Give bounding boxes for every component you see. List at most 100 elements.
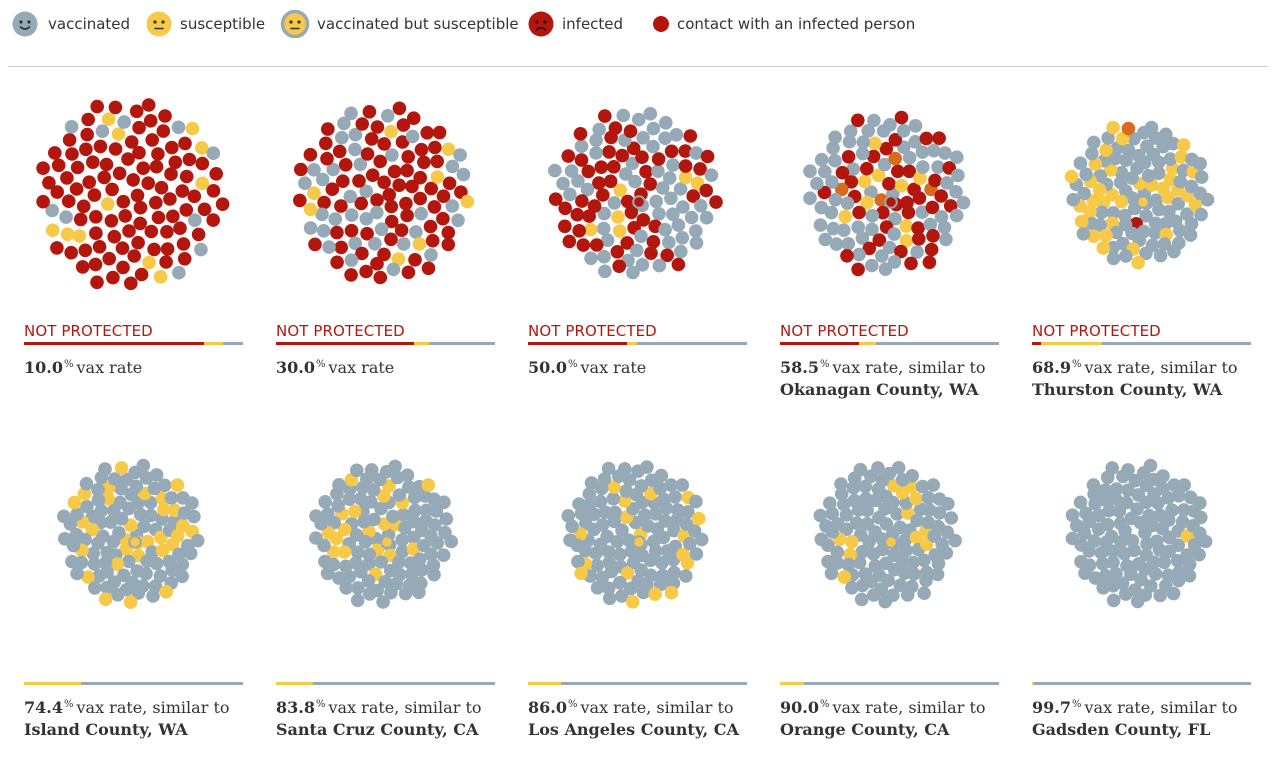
dot-vaccinated [427,567,441,582]
dot-vaccinated [1113,516,1128,531]
dot-susceptible [303,202,318,217]
dot-susceptible [159,585,174,599]
dot-susceptible [584,222,598,237]
dot-vaccinated [1106,251,1121,266]
dot-vaccinated [354,564,368,579]
dot-infected [344,268,358,282]
dot-vaccinated-susceptible [632,195,646,209]
dot-vaccinated [673,182,688,196]
dot-infected [395,135,410,149]
legend-label: vaccinated [48,15,131,33]
infected-face-icon [528,11,554,37]
dot-vaccinated [1153,588,1167,603]
vax-rate-value: 50.0 [528,358,567,377]
dot-infected [417,155,431,170]
dot-vaccinated [165,563,179,577]
dot-vaccinated [813,508,828,523]
dot-vaccinated [624,544,639,559]
dot-susceptible [45,223,60,238]
dot-vaccinated [598,264,612,279]
dot-vaccinated [841,237,856,251]
dot-vaccinated [1157,237,1172,251]
dot-susceptible [1092,183,1107,197]
dot-infected [359,264,373,279]
bar-segment-infected [276,342,414,345]
dot-infected [425,233,440,248]
dot-infected [405,179,419,194]
dot-vaccinated [1140,139,1154,154]
dot-susceptible [170,478,185,492]
dot-infected [370,256,384,271]
dot-vaccinated [841,557,856,572]
dot-infected [130,188,145,203]
dot-infected [587,199,602,213]
dot-vaccinated [613,547,627,562]
dot-vaccinated [829,237,844,251]
dot-infected [294,162,308,177]
dot-vaccinated [100,545,114,560]
dot-vaccinated [628,174,642,189]
dot-infected [441,237,456,252]
dot-susceptible [680,556,695,570]
dot-infected [924,242,939,257]
dot-susceptible [909,491,923,506]
dot-vaccinated [353,491,368,506]
dot-infected [108,100,123,115]
dot-infected [168,155,183,170]
dot-vaccinated [318,495,332,509]
dot-vaccinated [413,552,427,566]
dot-vaccinated [916,160,930,174]
dot-vaccinated [164,491,179,505]
dot-vaccinated [825,175,839,189]
dot-infected [321,122,335,136]
dot-vaccinated [574,139,589,153]
dot-vaccinated [187,509,201,524]
dot-infected [149,159,164,174]
vaccinated-face-icon [12,11,38,37]
dot-susceptible [195,141,209,155]
dot-vaccinated [828,130,842,145]
dot-susceptible [611,210,625,224]
similar-county: Island County, WA [24,720,188,739]
dot-vaccinated [1142,508,1156,523]
dot-infected [651,152,666,166]
dot-infected [840,249,854,263]
dot-vaccinated [675,231,690,245]
dot-vaccinated [1138,562,1152,576]
dot-vaccinated [905,469,919,483]
dot-vaccinated [810,176,824,191]
dot-infected [156,124,171,138]
vax-panel-30-0: NOT PROTECTED 30.0% vax rate [276,78,496,408]
dot-vaccinated [1087,135,1101,150]
dot-vaccinated [608,505,622,520]
dot-vaccinated [357,514,371,529]
vax-rate-text: vax rate [76,358,143,377]
population-dots [548,107,723,280]
dot-infected [844,175,859,189]
protection-status: NOT PROTECTED [1032,322,1161,340]
population-dots [803,110,971,277]
dot-vaccinated [664,478,678,492]
dot-infected [575,194,589,208]
dot-infected [187,189,202,204]
dot-infected [570,207,585,222]
dot-vaccinated [814,152,829,167]
percent-sign: % [63,699,74,710]
percent-sign: % [819,699,830,710]
dot-infected [406,111,421,125]
vax-rate-text: vax rate [328,358,395,377]
dot-susceptible [111,127,126,141]
susceptible-face-icon [146,11,172,37]
dot-infected [165,140,179,155]
dot-vaccinated [571,174,585,188]
dot-susceptible [421,478,436,492]
dot-vaccinated [624,581,638,596]
dot-infected [151,210,166,225]
population-dots [57,458,205,609]
composition-bar [780,342,999,345]
dot-susceptible [1161,190,1175,205]
dot-susceptible [664,585,679,600]
vax-panel-83-8: 83.8% vax rate, similar to Santa Cruz Coun… [276,418,496,748]
dot-vaccinated [188,213,202,227]
dot-vaccinated [890,507,904,521]
